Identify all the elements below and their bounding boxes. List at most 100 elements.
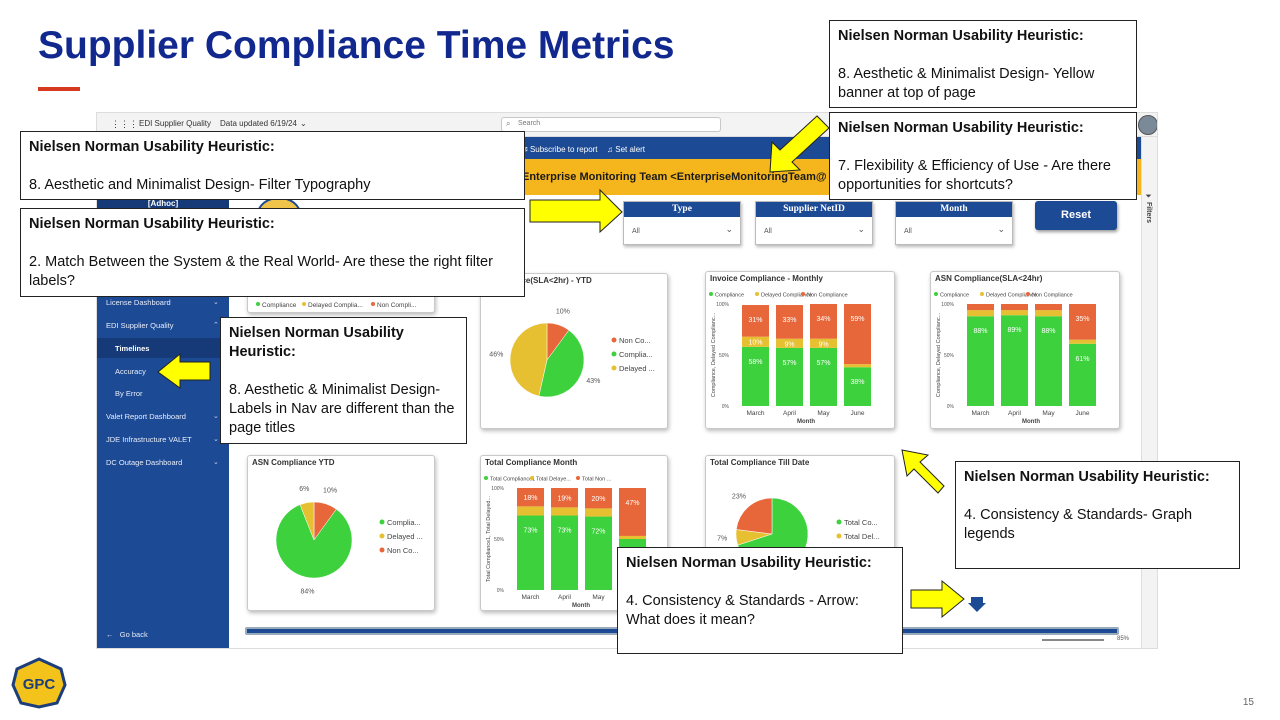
bar-segment [776,305,803,339]
tick-label: 100% [941,302,954,308]
legend-label: Compliance [715,293,744,299]
chart-card-total-till-date: Total Compliance Till Date 70%7%23%Total… [705,455,895,571]
sidebar-item-timelines[interactable]: Timelines [97,338,229,358]
chart-title: ASN Compliance YTD [252,458,335,467]
tick-label: April [783,410,797,417]
bar-segment [967,316,994,406]
data-label: 18% [523,495,537,502]
chart-title: Compliance(SLA<2hr) - YTD [485,276,592,285]
note-text: 8. Aesthetic and Minimalist Design- Filt… [29,177,371,193]
chevron-down-icon[interactable]: ⌄ [213,436,219,443]
apps-grid-icon[interactable]: ⋮⋮⋮ [111,119,138,129]
pie-chart: 10% 43% 46% Non Co... Complia... Delayed ... [489,309,655,398]
x-axis-label: Month [1022,419,1040,425]
chevron-down-icon[interactable]: ⌄ [300,119,307,128]
data-label: 23% [732,493,746,500]
subscribe-label: Subscribe to report [529,145,598,154]
arrow-down-icon[interactable] [967,595,987,613]
filters-pane-label[interactable]: ⏷ Filters [1144,193,1152,223]
note-filter-typography: Nielsen Norman Usability Heuristic: 8. A… [20,131,525,200]
chevron-down-icon[interactable]: ⌄ [857,224,865,234]
reset-button[interactable]: Reset [1035,201,1117,230]
legend-label: Delayed Compliance [761,293,812,299]
x-axis-label: Month [797,419,815,425]
month-filter[interactable]: Month All ⌄ [895,201,1013,245]
data-label: 35% [1075,316,1089,323]
bar-segment [742,346,769,406]
tick-label: June [1075,410,1089,417]
data-updated-label[interactable]: Data updated 6/19/24 [220,119,297,128]
type-filter-label: Type [624,202,740,217]
data-label: 10% [323,488,337,495]
note-heading: Nielsen Norman Usability Heuristic: [838,120,1084,136]
set-alert-button[interactable]: ♫ Set alert [607,145,645,154]
bell-icon: ♫ [607,145,613,154]
chevron-down-icon[interactable]: ⌄ [213,299,219,306]
bar-segment [517,515,544,590]
sidebar-item-by-error[interactable]: By Error [115,389,143,398]
data-label: 46% [489,351,503,358]
legend-swatch [801,292,805,296]
search-input[interactable]: ⌕ Search [501,117,721,132]
bar-segment [551,507,578,516]
pie-slice [275,504,353,579]
set-alert-label: Set alert [615,145,646,154]
chevron-down-icon[interactable]: ⌄ [213,413,219,420]
bar-segment [742,305,769,337]
note-yellow-banner: Nielsen Norman Usability Heuristic: 8. A… [829,20,1137,108]
note-heading: Nielsen Norman Usability Heuristic: [838,28,1084,44]
sidebar-item-accuracy[interactable]: Accuracy [115,367,146,376]
legend-label: Complia... [387,518,421,527]
slide-title: Supplier Compliance Time Metrics [38,24,675,67]
subscribe-button[interactable]: ✉ Subscribe to report [521,145,598,154]
logo-text: GPC [23,676,56,693]
sidebar-item-valet[interactable]: Valet Report Dashboard [106,412,186,421]
chart-title: Total Compliance Till Date [710,458,810,467]
bar-segment [1001,304,1028,311]
data-label: 19% [557,496,571,503]
y-axis-label: Total Compliance1, Total Delayed... [486,495,492,582]
tick-label: May [1042,410,1055,417]
sidebar-item-dc[interactable]: DC Outage Dashboard [106,458,183,467]
data-label: 58% [748,359,762,366]
chevron-down-icon[interactable]: ⌄ [725,224,733,234]
chevron-up-icon[interactable]: ⌃ [213,322,219,329]
bar-segment [776,347,803,406]
sidebar-item-edi[interactable]: EDI Supplier Quality [106,321,174,330]
workspace-name[interactable]: EDI Supplier Quality [139,119,212,128]
bar-segment [619,535,646,539]
chevron-down-icon[interactable]: ⌄ [997,224,1005,234]
legend-swatch [484,476,488,480]
chevron-down-icon[interactable]: ⌄ [213,459,219,466]
zoom-slider[interactable] [1042,639,1104,641]
chart-card-asn-sla: ASN Compliance(SLA<24hr) Compliance Delay… [930,271,1120,429]
go-back-button[interactable]: ← Go back [106,630,148,639]
bar-segment [1035,316,1062,406]
legend-swatch [530,476,534,480]
funnel-icon: ⏷ [1145,193,1152,200]
avatar[interactable] [1138,115,1157,135]
tick-label: 0% [497,588,505,594]
pie-chart: 10% 84% 6% Complia... Delayed ... Non Co... [275,486,423,596]
note-shortcuts: Nielsen Norman Usability Heuristic: 7. F… [829,112,1137,200]
note-text: 7. Flexibility & Efficiency of Use - Are… [838,158,1111,193]
supplier-netid-filter[interactable]: Supplier NetID All ⌄ [755,201,873,245]
type-filter[interactable]: Type All ⌄ [623,201,741,245]
partial-chart-legend: Compliance Delayed Complia... Non Compli… [256,302,417,309]
supplier-filter-label: Supplier NetID [756,202,872,217]
data-label: 43% [586,378,600,385]
chart-title: Invoice Compliance - Monthly [710,274,823,283]
go-back-label: Go back [119,630,148,639]
bar-segment [585,508,612,517]
bar-segment [1069,304,1096,340]
y-axis-label: Compliance, Delayed Complianc... [936,312,942,397]
month-filter-label: Month [896,202,1012,217]
sidebar-item-license[interactable]: License Dashboard [106,298,171,307]
data-label: 72% [591,529,605,536]
tick-label: 50% [719,353,730,359]
sidebar-item-jde[interactable]: JDE Infrastructure VALET [106,435,192,444]
legend-swatch [1026,292,1030,296]
legend-swatch [611,337,617,343]
